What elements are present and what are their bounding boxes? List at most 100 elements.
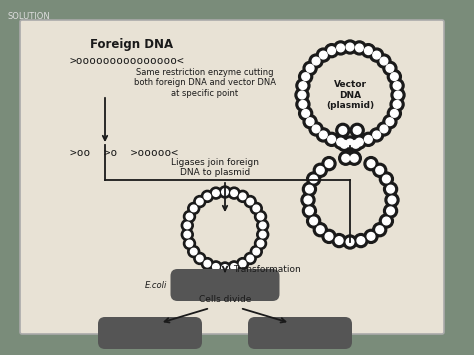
Circle shape (213, 264, 219, 270)
Circle shape (309, 54, 323, 68)
Circle shape (319, 51, 327, 59)
Text: Same restriction enzyme cutting
both foreign DNA and vector DNA
at specific poin: Same restriction enzyme cutting both for… (134, 68, 276, 98)
Circle shape (186, 240, 193, 247)
Circle shape (306, 65, 314, 72)
Circle shape (347, 151, 361, 165)
Circle shape (380, 125, 388, 133)
Circle shape (295, 88, 309, 102)
Circle shape (386, 65, 394, 72)
Circle shape (388, 196, 396, 204)
Circle shape (340, 141, 348, 148)
Circle shape (393, 82, 401, 89)
Circle shape (346, 43, 354, 51)
Circle shape (302, 182, 317, 196)
Circle shape (391, 88, 405, 102)
Circle shape (213, 190, 219, 196)
Circle shape (197, 198, 203, 205)
Circle shape (239, 260, 246, 267)
Circle shape (353, 126, 361, 134)
Circle shape (346, 139, 354, 147)
Circle shape (335, 237, 343, 245)
Circle shape (367, 233, 375, 240)
Circle shape (237, 258, 249, 270)
Circle shape (299, 70, 313, 84)
Circle shape (367, 160, 375, 168)
Text: Transformation: Transformation (233, 265, 301, 274)
Circle shape (302, 110, 310, 117)
Circle shape (364, 157, 378, 171)
Circle shape (222, 189, 228, 195)
Circle shape (183, 237, 195, 250)
Circle shape (391, 110, 398, 117)
Circle shape (257, 240, 264, 247)
Text: Cells divide: Cells divide (199, 295, 251, 304)
Circle shape (361, 132, 375, 146)
Circle shape (343, 40, 357, 54)
Circle shape (307, 214, 320, 228)
Circle shape (191, 248, 197, 255)
Circle shape (365, 136, 372, 143)
Circle shape (197, 255, 203, 262)
Circle shape (296, 97, 310, 111)
Circle shape (301, 193, 315, 207)
Text: SOLUTION: SOLUTION (8, 12, 51, 21)
Circle shape (299, 82, 307, 89)
Circle shape (190, 195, 260, 265)
Circle shape (343, 235, 357, 249)
Circle shape (337, 44, 345, 52)
Circle shape (219, 262, 231, 274)
Circle shape (299, 100, 307, 108)
Circle shape (184, 222, 191, 229)
Circle shape (247, 255, 254, 262)
Circle shape (253, 205, 260, 212)
Circle shape (296, 79, 310, 93)
Circle shape (364, 229, 378, 244)
Circle shape (255, 211, 266, 223)
Circle shape (383, 217, 390, 225)
Circle shape (311, 162, 389, 239)
Circle shape (373, 131, 381, 139)
Text: Foreign DNA: Foreign DNA (90, 38, 173, 51)
Circle shape (387, 207, 394, 215)
Circle shape (357, 237, 365, 245)
Circle shape (244, 252, 256, 264)
Circle shape (228, 187, 240, 199)
Circle shape (312, 57, 320, 65)
Circle shape (181, 229, 193, 241)
Circle shape (319, 131, 327, 139)
Circle shape (349, 137, 363, 151)
Circle shape (373, 51, 381, 59)
Circle shape (387, 106, 401, 120)
Circle shape (316, 48, 330, 62)
Circle shape (332, 234, 346, 247)
Circle shape (219, 186, 231, 198)
Circle shape (244, 196, 256, 208)
Circle shape (380, 57, 388, 65)
Circle shape (387, 185, 394, 193)
Circle shape (247, 198, 254, 205)
Circle shape (373, 163, 387, 177)
Circle shape (303, 61, 317, 75)
Circle shape (370, 48, 383, 62)
Text: >ooooooooooooooo<: >ooooooooooooooo< (70, 56, 185, 66)
Circle shape (394, 91, 402, 99)
Circle shape (383, 182, 398, 196)
Circle shape (325, 44, 338, 58)
Circle shape (239, 193, 246, 200)
Circle shape (231, 190, 237, 196)
Circle shape (191, 205, 197, 212)
Circle shape (204, 260, 210, 267)
Circle shape (304, 196, 312, 204)
Circle shape (237, 190, 249, 202)
Circle shape (298, 91, 306, 99)
Circle shape (299, 106, 313, 120)
Text: >oo  >o  >ooooo<: >oo >o >ooooo< (70, 148, 178, 158)
Circle shape (250, 246, 262, 258)
Circle shape (210, 261, 222, 273)
Circle shape (313, 223, 328, 237)
Circle shape (354, 234, 368, 247)
Circle shape (322, 229, 336, 244)
Circle shape (350, 154, 358, 162)
Circle shape (383, 61, 397, 75)
Circle shape (356, 44, 363, 52)
